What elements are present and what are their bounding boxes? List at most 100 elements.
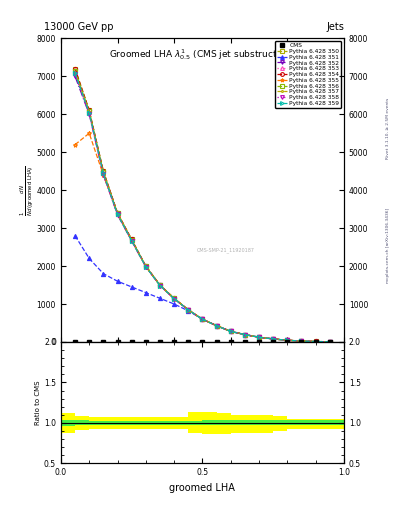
Pythia 6.428 351 — [143, 290, 148, 296]
Pythia 6.428 357 — [186, 307, 191, 313]
Line: Pythia 6.428 359: Pythia 6.428 359 — [73, 71, 332, 344]
Pythia 6.428 353 — [143, 263, 148, 269]
Pythia 6.428 353 — [101, 170, 106, 176]
Pythia 6.428 353 — [200, 316, 205, 322]
Pythia 6.428 356 — [143, 263, 148, 269]
Pythia 6.428 358 — [143, 264, 148, 270]
Pythia 6.428 357 — [143, 264, 148, 270]
Pythia 6.428 359 — [73, 70, 77, 76]
Pythia 6.428 354 — [242, 331, 247, 337]
Pythia 6.428 351 — [73, 232, 77, 239]
Line: Pythia 6.428 355: Pythia 6.428 355 — [73, 131, 332, 344]
Pythia 6.428 356 — [214, 323, 219, 329]
Pythia 6.428 351 — [285, 337, 290, 344]
CMS — [143, 339, 148, 345]
Pythia 6.428 351 — [228, 328, 233, 334]
Pythia 6.428 355 — [299, 338, 304, 344]
Pythia 6.428 357 — [129, 238, 134, 244]
CMS — [299, 339, 304, 345]
Pythia 6.428 357 — [214, 323, 219, 329]
Pythia 6.428 359 — [101, 170, 106, 177]
Pythia 6.428 352 — [186, 307, 191, 313]
Pythia 6.428 356 — [200, 316, 205, 322]
Pythia 6.428 357 — [101, 170, 106, 176]
Pythia 6.428 354 — [172, 295, 176, 302]
Pythia 6.428 358 — [228, 328, 233, 334]
Pythia 6.428 358 — [313, 338, 318, 345]
Pythia 6.428 354 — [257, 334, 261, 340]
CMS — [327, 339, 332, 345]
Pythia 6.428 356 — [87, 108, 92, 114]
Pythia 6.428 356 — [172, 295, 176, 302]
Line: Pythia 6.428 357: Pythia 6.428 357 — [73, 71, 332, 344]
Pythia 6.428 356 — [73, 68, 77, 74]
Pythia 6.428 354 — [214, 323, 219, 329]
Pythia 6.428 355 — [186, 307, 191, 313]
CMS — [200, 339, 205, 345]
Pythia 6.428 353 — [172, 295, 176, 302]
Pythia 6.428 355 — [200, 316, 205, 323]
Pythia 6.428 353 — [73, 70, 77, 76]
Pythia 6.428 355 — [257, 334, 261, 340]
CMS — [172, 339, 176, 345]
Pythia 6.428 354 — [101, 168, 106, 174]
Pythia 6.428 354 — [313, 338, 318, 345]
Pythia 6.428 358 — [158, 283, 162, 289]
CMS — [242, 339, 247, 345]
Pythia 6.428 350 — [242, 331, 247, 337]
Pythia 6.428 359 — [143, 264, 148, 270]
Pythia 6.428 352 — [228, 328, 233, 334]
Pythia 6.428 355 — [285, 337, 290, 344]
Pythia 6.428 358 — [129, 238, 134, 244]
CMS — [285, 339, 290, 345]
Pythia 6.428 351 — [313, 338, 318, 345]
Pythia 6.428 350 — [200, 316, 205, 322]
Pythia 6.428 358 — [327, 339, 332, 345]
Pythia 6.428 358 — [242, 332, 247, 338]
Pythia 6.428 351 — [327, 338, 332, 345]
Pythia 6.428 357 — [327, 339, 332, 345]
Pythia 6.428 353 — [129, 237, 134, 243]
CMS — [214, 339, 219, 345]
CMS — [228, 339, 233, 345]
Pythia 6.428 351 — [158, 295, 162, 302]
Pythia 6.428 358 — [285, 337, 290, 344]
Text: CMS-SMP-21_11920187: CMS-SMP-21_11920187 — [197, 247, 255, 252]
Pythia 6.428 353 — [214, 323, 219, 329]
Pythia 6.428 355 — [228, 328, 233, 334]
Pythia 6.428 358 — [87, 111, 92, 117]
Pythia 6.428 355 — [172, 295, 176, 302]
Pythia 6.428 350 — [299, 338, 304, 344]
Pythia 6.428 357 — [200, 316, 205, 323]
Pythia 6.428 354 — [327, 338, 332, 345]
Pythia 6.428 352 — [313, 338, 318, 345]
Pythia 6.428 354 — [186, 307, 191, 313]
Pythia 6.428 356 — [186, 307, 191, 313]
Pythia 6.428 353 — [242, 331, 247, 337]
Pythia 6.428 351 — [271, 336, 275, 342]
Text: Rivet 3.1.10, ≥ 2.5M events: Rivet 3.1.10, ≥ 2.5M events — [386, 97, 390, 159]
Pythia 6.428 351 — [87, 255, 92, 262]
Pythia 6.428 354 — [129, 237, 134, 243]
Pythia 6.428 355 — [214, 323, 219, 329]
Pythia 6.428 350 — [327, 338, 332, 345]
Pythia 6.428 359 — [313, 338, 318, 345]
Pythia 6.428 358 — [257, 334, 261, 340]
Pythia 6.428 358 — [271, 336, 275, 342]
Pythia 6.428 358 — [299, 338, 304, 344]
Pythia 6.428 354 — [228, 328, 233, 334]
Pythia 6.428 357 — [87, 110, 92, 116]
Pythia 6.428 352 — [129, 238, 134, 244]
Pythia 6.428 351 — [257, 334, 261, 340]
Pythia 6.428 352 — [214, 323, 219, 329]
Text: 13000 GeV pp: 13000 GeV pp — [44, 22, 113, 32]
Pythia 6.428 358 — [186, 307, 191, 313]
Pythia 6.428 354 — [299, 338, 304, 344]
Pythia 6.428 350 — [285, 337, 290, 344]
Pythia 6.428 351 — [299, 338, 304, 344]
Pythia 6.428 357 — [115, 211, 120, 217]
Text: mcplots.cern.ch [arXiv:1306.3436]: mcplots.cern.ch [arXiv:1306.3436] — [386, 208, 390, 283]
Pythia 6.428 354 — [158, 282, 162, 288]
Pythia 6.428 352 — [73, 73, 77, 79]
Pythia 6.428 359 — [257, 334, 261, 340]
